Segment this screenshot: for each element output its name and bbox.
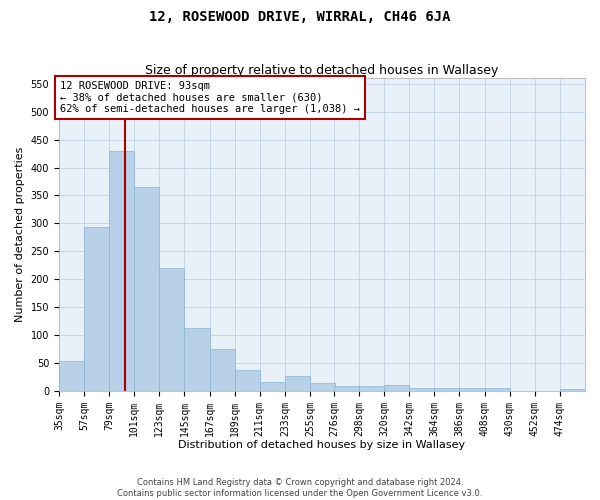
X-axis label: Distribution of detached houses by size in Wallasey: Distribution of detached houses by size … [178,440,466,450]
Bar [285,376,310,391]
Bar [334,386,359,391]
Y-axis label: Number of detached properties: Number of detached properties [15,147,25,322]
Bar [160,268,184,391]
Bar [560,389,585,391]
Bar [485,388,509,391]
Bar [409,388,434,391]
Text: 12 ROSEWOOD DRIVE: 93sqm
← 38% of detached houses are smaller (630)
62% of semi-: 12 ROSEWOOD DRIVE: 93sqm ← 38% of detach… [60,81,360,114]
Title: Size of property relative to detached houses in Wallasey: Size of property relative to detached ho… [145,64,499,77]
Bar [235,370,260,391]
Bar [84,228,109,391]
Bar [134,187,160,391]
Bar [359,386,384,391]
Bar [384,386,409,391]
Bar [460,388,485,391]
Bar [434,388,460,391]
Bar [59,362,84,391]
Text: Contains HM Land Registry data © Crown copyright and database right 2024.
Contai: Contains HM Land Registry data © Crown c… [118,478,482,498]
Bar [109,151,134,391]
Bar [260,382,285,391]
Bar [310,383,335,391]
Bar [184,328,209,391]
Text: 12, ROSEWOOD DRIVE, WIRRAL, CH46 6JA: 12, ROSEWOOD DRIVE, WIRRAL, CH46 6JA [149,10,451,24]
Bar [209,349,235,391]
